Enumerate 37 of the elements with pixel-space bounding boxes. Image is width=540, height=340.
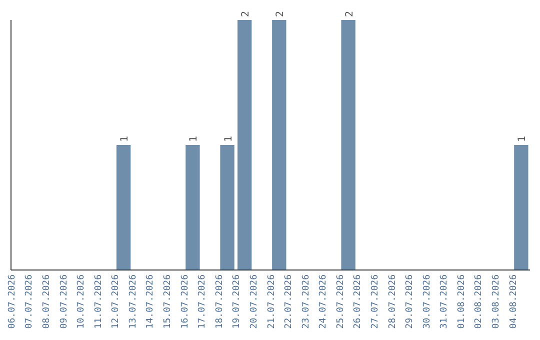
x-tick-label: 22.07.2026 <box>284 274 294 329</box>
data-label: 2 <box>240 10 252 17</box>
x-tick-label: 14.07.2026 <box>146 274 156 329</box>
x-tick-label: 11.07.2026 <box>94 274 104 329</box>
x-tick-label: 04.08.2026 <box>508 274 519 329</box>
x-tick-label: 30.07.2026 <box>422 274 432 329</box>
x-tick-label: 21.07.2026 <box>266 274 277 329</box>
x-tick-label: 20.07.2026 <box>249 274 260 329</box>
x-tick-label: 16.07.2026 <box>180 274 190 329</box>
x-tick-label: 10.07.2026 <box>76 274 87 329</box>
data-label: 2 <box>344 10 356 17</box>
x-tick-label: 13.07.2026 <box>128 274 138 329</box>
x-tick-label: 25.07.2026 <box>336 274 346 329</box>
x-tick-label: 29.07.2026 <box>405 274 416 329</box>
x-tick-label: 26.07.2026 <box>353 274 364 329</box>
x-tick-label: 27.07.2026 <box>370 274 380 329</box>
data-label: 1 <box>517 136 528 142</box>
x-tick-label: 24.07.2026 <box>318 274 329 329</box>
x-tick-label: 06.07.2026 <box>7 274 18 329</box>
x-tick-label: 17.07.2026 <box>198 274 208 329</box>
x-tick-label: 09.07.2026 <box>59 274 70 329</box>
data-label: 1 <box>188 136 200 142</box>
x-tick-label: 07.07.2026 <box>24 274 35 329</box>
x-tick-label: 02.08.2026 <box>474 274 484 329</box>
x-tick-label: 01.08.2026 <box>456 274 467 329</box>
x-tick-label: 08.07.2026 <box>42 274 52 329</box>
x-tick-label: 19.07.2026 <box>232 274 242 329</box>
x-tick-label: 31.07.2026 <box>440 274 450 329</box>
x-tick-label: 23.07.2026 <box>301 274 312 329</box>
data-label: 1 <box>120 136 131 142</box>
data-label: 2 <box>275 10 286 17</box>
x-tick-label: 12.07.2026 <box>111 274 122 329</box>
x-tick-label: 15.07.2026 <box>163 274 174 329</box>
data-label: 1 <box>223 136 234 142</box>
x-tick-label: 28.07.2026 <box>388 274 398 329</box>
x-tick-label: 18.07.2026 <box>214 274 225 329</box>
x-tick-label: 03.08.2026 <box>491 274 502 329</box>
